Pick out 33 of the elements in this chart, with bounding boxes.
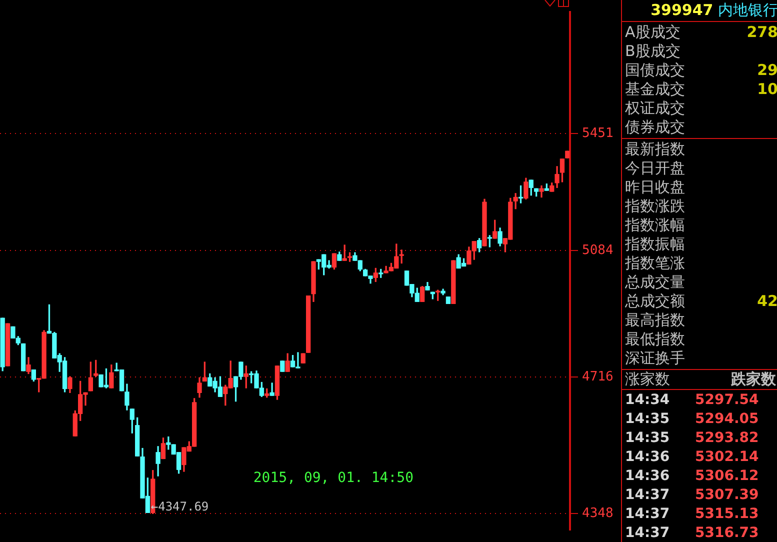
- text: 今日开盘: [625, 159, 685, 178]
- y-tick-label: 5084: [582, 242, 614, 258]
- text: 最低指数: [625, 330, 685, 349]
- text: 国债成交 29: [625, 61, 777, 79]
- text: 指数涨跌: [625, 197, 685, 216]
- y-tick-label: 5451: [582, 126, 614, 141]
- text: 14:37 5307.39: [625, 487, 759, 503]
- text: 指数笔涨: [625, 254, 685, 273]
- text: B股成交: [625, 42, 680, 61]
- text: 基金成交 10: [625, 80, 777, 98]
- text: 14:35 5293.82: [625, 430, 759, 446]
- text: 指数涨幅: [625, 216, 685, 235]
- text: 最高指数: [625, 311, 685, 330]
- text: 最新指数: [625, 140, 685, 159]
- text: 总成交量: [625, 273, 685, 292]
- text: 总成交额 42: [625, 292, 777, 310]
- text: 14:36 5306.12: [625, 468, 759, 484]
- text: 指数振幅: [625, 235, 685, 254]
- y-tick-label: 4716: [582, 369, 614, 384]
- text: 债券成交: [625, 118, 685, 137]
- text: A股成交 278: [625, 23, 777, 41]
- text: 昨日收盘: [625, 178, 685, 197]
- text: 14:37 5315.13: [625, 506, 759, 522]
- text: 14:35 5294.05: [625, 411, 759, 427]
- text: 深证换手: [625, 349, 685, 368]
- y-tick-label: 4348: [582, 506, 614, 521]
- text: 涨家数 跌家数: [625, 370, 776, 388]
- text: 14:34 5297.54: [625, 392, 759, 408]
- text: 14:36 5302.14: [625, 449, 759, 465]
- annotation: 2015, 09, 01. 14:50: [253, 470, 414, 486]
- text: 14:37 5316.73: [625, 525, 759, 541]
- text: 权证成交: [625, 99, 685, 118]
- candlestick: [270, 382, 274, 396]
